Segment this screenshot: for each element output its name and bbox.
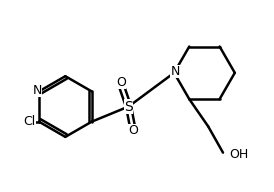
Text: OH: OH [229, 148, 249, 161]
Text: S: S [124, 99, 133, 113]
Text: O: O [116, 76, 126, 89]
Text: O: O [128, 124, 138, 137]
Text: N: N [32, 84, 42, 97]
Text: N: N [170, 65, 180, 78]
Text: Cl: Cl [24, 115, 36, 128]
